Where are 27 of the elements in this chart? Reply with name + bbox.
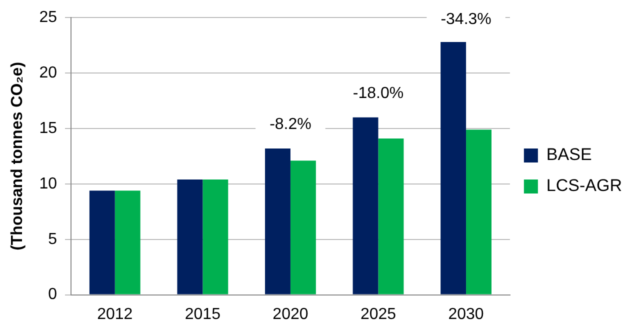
bar — [352, 117, 378, 294]
bar — [89, 190, 115, 294]
y-axis-title: (Thousand tonnes CO₂e) — [9, 62, 26, 250]
annotation: -8.2% — [270, 116, 312, 133]
x-tick-label: 2015 — [184, 306, 221, 323]
bar — [202, 179, 228, 294]
x-tick-label: 2020 — [272, 306, 308, 323]
legend-label: BASE — [546, 145, 592, 164]
bar — [114, 190, 140, 294]
y-tick-label: 25 — [39, 9, 58, 26]
y-tick-label: 20 — [39, 64, 58, 82]
annotation: -34.3% — [440, 11, 492, 28]
y-tick-label: 10 — [39, 175, 58, 192]
x-tick-label: 2025 — [360, 306, 396, 323]
y-tick-label: 15 — [39, 120, 58, 137]
annotation: -18.0% — [352, 84, 404, 102]
y-tick-label: 5 — [48, 230, 58, 248]
bar — [378, 138, 404, 294]
bar — [466, 130, 492, 294]
y-tick-label: 0 — [48, 286, 58, 304]
bar — [290, 160, 316, 294]
bar — [265, 148, 290, 294]
x-tick-label: 2030 — [448, 306, 484, 323]
x-tick-label: 2012 — [97, 306, 133, 323]
bar — [440, 42, 466, 294]
bar — [177, 179, 203, 294]
legend-label: LCS-AGR — [546, 176, 622, 196]
